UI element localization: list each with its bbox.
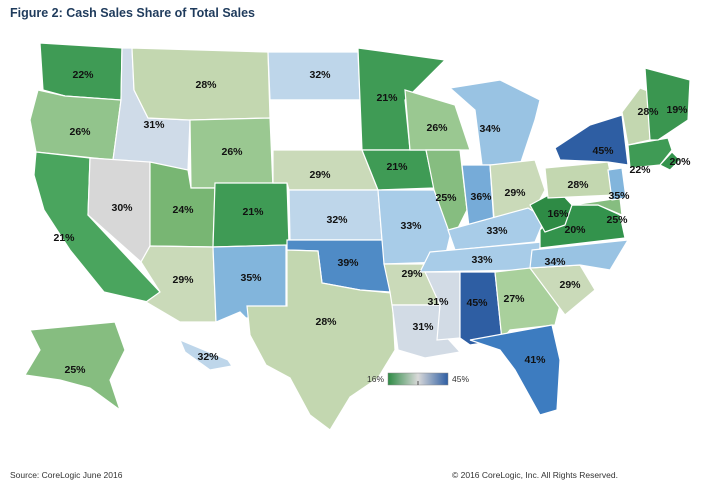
state-value-id: 31%: [143, 119, 165, 131]
state-value-md: 25%: [606, 214, 628, 226]
state-fl: [469, 324, 561, 416]
state-value-nv: 30%: [111, 202, 133, 214]
state-value-pa: 28%: [567, 179, 589, 191]
state-value-ne: 29%: [309, 169, 331, 181]
state-value-tx: 28%: [315, 316, 337, 328]
state-tx: [246, 249, 396, 431]
state-value-wy: 26%: [221, 146, 243, 158]
state-value-in: 36%: [470, 191, 492, 203]
state-value-ia: 21%: [386, 161, 408, 173]
state-value-nc: 34%: [544, 256, 566, 268]
color-legend: 16% 45%: [367, 372, 469, 386]
state-ak: [24, 321, 126, 412]
state-wi: [404, 89, 471, 151]
state-value-or: 26%: [69, 126, 91, 138]
state-nc: [529, 239, 630, 271]
state-ri: [659, 151, 681, 171]
state-value-nm: 35%: [240, 272, 262, 284]
states-layer: [24, 42, 691, 431]
state-value-sc: 29%: [559, 279, 581, 291]
state-value-mn: 21%: [376, 92, 398, 104]
figure-title: Figure 2: Cash Sales Share of Total Sale…: [10, 6, 255, 20]
state-value-ca: 21%: [53, 232, 75, 244]
state-value-ut: 24%: [172, 204, 194, 216]
state-value-ny: 45%: [592, 145, 614, 157]
state-nj: [607, 167, 627, 201]
state-value-il: 25%: [435, 192, 457, 204]
state-value-ks: 32%: [326, 214, 348, 226]
state-value-ok: 39%: [337, 257, 359, 269]
legend-max-label: 45%: [452, 374, 469, 384]
state-value-wv: 16%: [547, 208, 569, 220]
state-sd: [269, 99, 363, 151]
state-me: [644, 67, 691, 141]
state-value-ky: 33%: [486, 225, 508, 237]
labels-layer: 22% 26% 21% 31% 30% 28% 26% 24% 21% 29% 35% 32% 29% 3…: [53, 69, 691, 376]
state-md: [571, 197, 623, 216]
state-value-va: 20%: [564, 224, 586, 236]
state-value-mt: 28%: [195, 79, 217, 91]
state-value-ct_ma: 22%: [629, 164, 651, 176]
copyright-note: © 2016 CoreLogic, Inc. All Rights Reserv…: [452, 470, 618, 480]
state-value-ms: 31%: [427, 296, 449, 308]
state-nm: [212, 244, 287, 323]
state-ms: [424, 271, 461, 341]
state-value-nd: 32%: [309, 69, 331, 81]
state-il: [425, 149, 468, 242]
source-note: Source: CoreLogic June 2016: [10, 470, 123, 480]
state-value-tn: 33%: [471, 254, 493, 266]
state-value-oh: 29%: [504, 187, 526, 199]
state-value-ak: 25%: [64, 364, 86, 376]
state-value-nj: 35%: [608, 190, 630, 202]
state-value-la: 31%: [412, 321, 434, 333]
state-mi: [448, 79, 541, 166]
state-value-ga: 27%: [503, 293, 525, 305]
state-value-ri: 20%: [669, 156, 691, 168]
state-ny: [554, 114, 629, 166]
state-value-az: 29%: [172, 274, 194, 286]
state-hi: [178, 338, 234, 371]
state-ct_ma: [627, 137, 673, 169]
state-value-vt_nh: 28%: [637, 106, 659, 118]
legend-min-label: 16%: [367, 374, 384, 384]
state-value-mi: 34%: [479, 123, 501, 135]
state-value-co: 21%: [242, 206, 264, 218]
state-value-wi: 26%: [426, 122, 448, 134]
state-value-al: 45%: [466, 297, 488, 309]
state-value-wa: 22%: [72, 69, 94, 81]
state-value-fl: 41%: [524, 354, 546, 366]
state-value-hi: 32%: [197, 351, 219, 363]
state-value-mo: 33%: [400, 220, 422, 232]
state-value-ar: 29%: [401, 268, 423, 280]
state-value-me: 19%: [666, 104, 688, 116]
